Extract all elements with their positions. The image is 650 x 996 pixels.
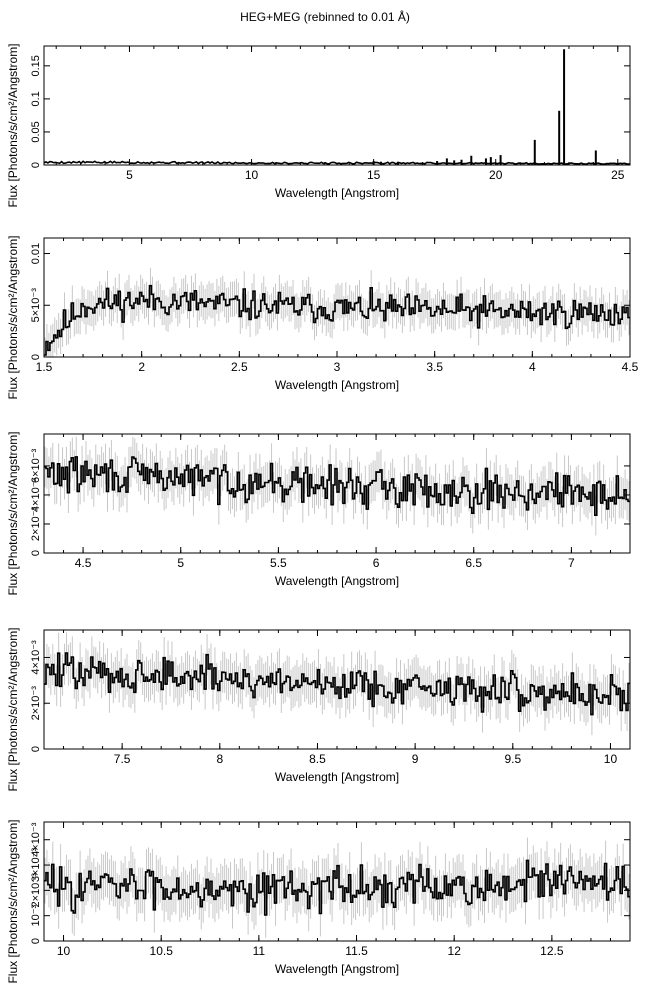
spectrum-histogram bbox=[44, 284, 630, 356]
y-tick-label: 2×10⁻³ bbox=[30, 507, 42, 542]
y-tick-label: 0.01 bbox=[30, 243, 42, 264]
x-tick-label: 20 bbox=[489, 168, 503, 182]
y-axis-label: Flux [Photons/s/cm²/Angstrom] bbox=[6, 235, 20, 399]
x-tick-label: 15 bbox=[367, 168, 381, 182]
x-axis-label: Wavelength [Angstrom] bbox=[275, 378, 399, 392]
y-tick-label: 0 bbox=[30, 550, 42, 556]
x-tick-label: 9.5 bbox=[504, 752, 521, 766]
x-tick-label: 10 bbox=[245, 168, 259, 182]
x-tick-label: 11.5 bbox=[345, 944, 368, 958]
x-tick-label: 3.5 bbox=[426, 360, 443, 374]
x-tick-label: 5 bbox=[177, 556, 184, 570]
spectrum-panel-2: 4.5 5 5.5 6 6.5 7 0 2×10⁻³4×10⁻³6×10⁻³ Wavelengt… bbox=[6, 431, 631, 596]
x-axis-label: Wavelength [Angstrom] bbox=[275, 962, 399, 976]
y-tick-label: 6×10⁻³ bbox=[30, 448, 42, 483]
y-tick-label: 4×10⁻³ bbox=[30, 477, 42, 512]
y-tick-label: 3×10⁻³ bbox=[30, 848, 42, 883]
x-tick-label: 2.5 bbox=[231, 360, 248, 374]
y-tick-label: 0 bbox=[30, 938, 42, 944]
y-tick-label: 2×10⁻³ bbox=[30, 873, 42, 908]
plot-frame bbox=[43, 433, 631, 554]
x-axis-label: Wavelength [Angstrom] bbox=[275, 186, 399, 200]
x-tick-label: 9 bbox=[412, 752, 419, 766]
x-axis-label: Wavelength [Angstrom] bbox=[275, 770, 399, 784]
spectrum-panel-3: 7.5 8 8.5 9 9.5 10 0 2×10⁻³ 4×10⁻³ Wavelength [An… bbox=[6, 627, 631, 792]
x-tick-label: 3 bbox=[334, 360, 341, 374]
plot-frame bbox=[43, 45, 631, 166]
x-tick-label: 5 bbox=[126, 168, 133, 182]
figure-title: HEG+MEG (rebinned to 0.01 Å) bbox=[240, 10, 410, 24]
x-tick-label: 11 bbox=[253, 944, 266, 958]
y-tick-label: 0 bbox=[30, 162, 42, 168]
y-axis-label: Flux [Photons/s/cm²/Angstrom] bbox=[6, 819, 20, 983]
y-axis-label: Flux [Photons/s/cm²/Angstrom] bbox=[6, 43, 20, 207]
spectrum-histogram bbox=[44, 652, 630, 716]
y-tick-label: 0 bbox=[30, 746, 42, 752]
y-tick-label: 4×10⁻³ bbox=[30, 640, 42, 675]
y-tick-label: 10⁻³ bbox=[30, 904, 42, 926]
y-tick-label: 2×10⁻³ bbox=[30, 686, 42, 721]
y-axis-label: Flux [Photons/s/cm²/Angstrom] bbox=[6, 627, 20, 791]
x-tick-label: 1.5 bbox=[36, 360, 53, 374]
plot-frame bbox=[43, 237, 631, 358]
y-tick-label: 0 bbox=[30, 354, 42, 360]
spectrum-histogram bbox=[44, 859, 630, 916]
spectrum-panel-full: 5 10 15 20 25 0 0.05 0.1 0.15 Wavelength [Angstro… bbox=[6, 43, 631, 208]
x-tick-label: 12 bbox=[448, 944, 462, 958]
x-axis-label: Wavelength [Angstrom] bbox=[275, 574, 399, 588]
x-tick-label: 10 bbox=[57, 944, 71, 958]
x-tick-label: 5.5 bbox=[270, 556, 287, 570]
x-tick-label: 12.5 bbox=[540, 944, 564, 958]
y-tick-label: 5×10⁻³ bbox=[30, 288, 42, 323]
spectrum-panel-4: 10 10.5 11 11.5 12 12.5 0 10⁻³2×10⁻³3×10⁻³4×10⁻… bbox=[6, 819, 631, 984]
y-tick-label: 0.15 bbox=[30, 55, 42, 76]
y-tick-label: 0.1 bbox=[30, 91, 42, 106]
x-tick-label: 8.5 bbox=[309, 752, 326, 766]
spectrum-panel-1: 1.5 2 2.5 3 3.5 4 4.5 0 5×10⁻³ 0.01 Wavelength [An… bbox=[6, 235, 639, 399]
x-tick-label: 8 bbox=[216, 752, 223, 766]
x-tick-label: 10 bbox=[604, 752, 618, 766]
spectrum-histogram bbox=[44, 456, 630, 516]
y-axis-label: Flux [Photons/s/cm²/Angstrom] bbox=[6, 431, 20, 595]
x-tick-label: 6.5 bbox=[465, 556, 482, 570]
x-tick-label: 4.5 bbox=[75, 556, 92, 570]
x-tick-label: 7 bbox=[568, 556, 575, 570]
x-tick-label: 25 bbox=[611, 168, 625, 182]
x-tick-label: 4.5 bbox=[622, 360, 639, 374]
x-tick-label: 4 bbox=[529, 360, 536, 374]
y-tick-label: 0.05 bbox=[30, 121, 42, 142]
x-tick-label: 6 bbox=[373, 556, 380, 570]
x-tick-label: 2 bbox=[138, 360, 145, 374]
y-tick-label: 4×10⁻³ bbox=[30, 822, 42, 857]
x-tick-label: 10.5 bbox=[150, 944, 174, 958]
spectrum-continuum bbox=[43, 160, 630, 165]
x-tick-label: 7.5 bbox=[114, 752, 131, 766]
